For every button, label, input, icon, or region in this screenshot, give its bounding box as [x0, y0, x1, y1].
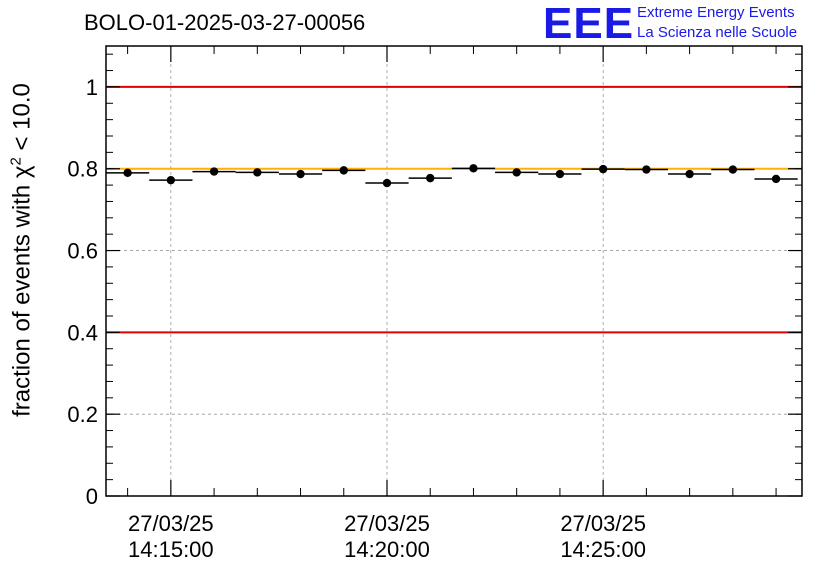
eee-logo: EEE — [543, 0, 635, 48]
data-point — [123, 168, 132, 178]
x-tick-date-label: 27/03/25 — [560, 511, 646, 536]
logo-caption-line2: La Scienza nelle Scuole — [637, 24, 798, 41]
y-tick-label: 0 — [86, 484, 98, 509]
axes: 00.20.40.60.8127/03/2514:15:0027/03/2514… — [67, 46, 802, 562]
data-point — [426, 173, 435, 183]
y-tick-label: 1 — [86, 75, 98, 100]
grid-layer — [106, 46, 802, 496]
data-point — [339, 166, 348, 175]
x-tick-time-label: 14:15:00 — [128, 537, 214, 562]
y-tick-label: 0.6 — [67, 239, 98, 264]
data-point — [598, 164, 608, 174]
data-point — [382, 178, 392, 188]
chart-title: BOLO-01-2025-03-27-00056 — [84, 10, 366, 35]
data-point — [685, 169, 694, 179]
data-point — [728, 165, 738, 174]
data-point — [555, 169, 565, 179]
data-point — [512, 168, 521, 177]
data-point — [771, 174, 781, 184]
y-tick-label: 0.4 — [67, 320, 98, 345]
y-tick-label: 0.8 — [67, 157, 98, 182]
x-tick-time-label: 14:25:00 — [560, 537, 646, 562]
data-point — [296, 169, 305, 179]
reference-lines — [106, 85, 802, 334]
plot-frame — [105, 45, 803, 497]
data-series — [106, 164, 798, 188]
x-tick-date-label: 27/03/25 — [344, 511, 430, 536]
data-point — [166, 175, 176, 185]
data-point — [209, 167, 219, 176]
x-tick-date-label: 27/03/25 — [128, 511, 214, 536]
data-point — [469, 164, 478, 173]
x-tick-time-label: 14:20:00 — [344, 537, 430, 562]
logo-caption-line1: Extreme Energy Events — [637, 4, 795, 21]
data-point — [253, 168, 262, 177]
y-tick-label: 0.2 — [67, 402, 98, 427]
data-point — [642, 165, 651, 174]
y-axis-label: fraction of events with χ2 < 10.0 — [7, 83, 36, 417]
